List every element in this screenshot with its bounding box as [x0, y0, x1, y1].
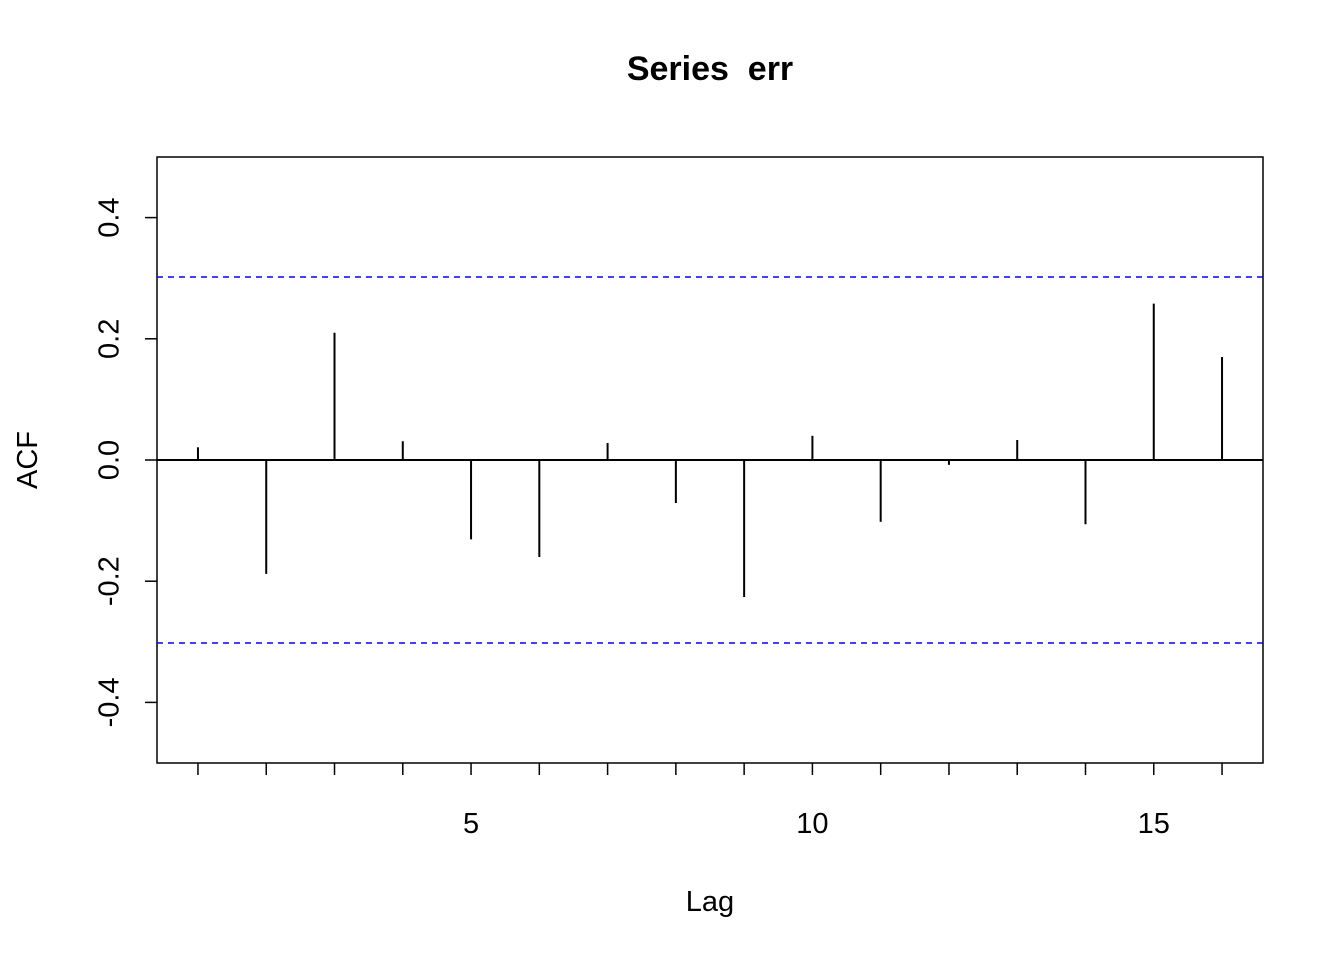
x-axis-label: Lag	[686, 886, 734, 918]
y-tick-label: -0.4	[94, 677, 126, 727]
chart-title: Series err	[627, 50, 793, 88]
y-tick-label: 0.4	[94, 197, 126, 237]
x-tick-label: 15	[1138, 808, 1170, 840]
y-tick-label: 0.0	[94, 440, 126, 480]
x-tick-label: 5	[463, 808, 479, 840]
x-tick-label: 10	[796, 808, 828, 840]
y-tick-label: 0.2	[94, 319, 126, 359]
y-axis-label: ACF	[12, 431, 44, 489]
y-tick-label: -0.2	[94, 556, 126, 606]
